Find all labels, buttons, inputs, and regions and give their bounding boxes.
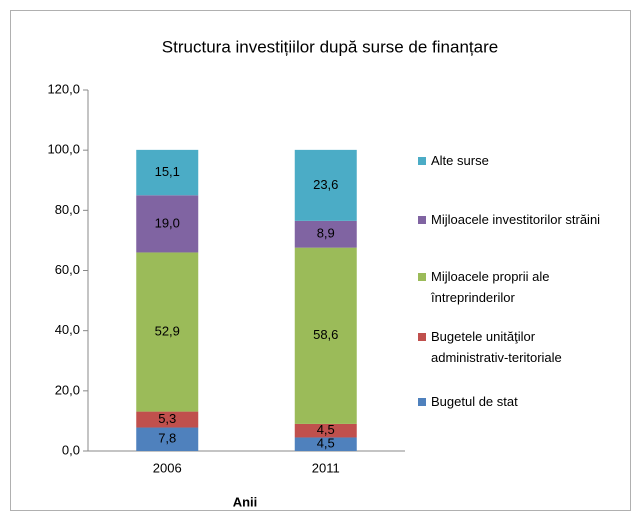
legend-label: Mijloacele investitorilor străini — [431, 212, 601, 227]
legend-label: Alte surse — [431, 153, 489, 168]
legend-swatch — [418, 398, 426, 406]
chart-title: Structura investițiilor după surse de fi… — [162, 37, 498, 56]
bar-segment — [136, 149, 199, 196]
value-label: 4,5 — [317, 422, 335, 437]
x-tick-label: 2006 — [153, 460, 182, 475]
y-tick-label: 120,0 — [47, 81, 80, 96]
bar-segment — [136, 252, 199, 412]
y-tick-label: 80,0 — [55, 202, 80, 217]
legend-item: Mijloacele investitorilor străini — [418, 209, 628, 230]
y-tick-label: 0,0 — [62, 442, 80, 457]
value-label: 7,8 — [158, 431, 176, 446]
legend-item: Bugetele unităţilor administrativ-terito… — [418, 326, 628, 368]
value-label: 15,1 — [155, 164, 180, 179]
x-tick-label: 2011 — [312, 460, 340, 475]
legend-item: Mijloacele proprii ale întreprinderilor — [418, 266, 628, 308]
value-label: 52,9 — [155, 323, 180, 338]
y-tick-label: 100,0 — [47, 142, 80, 157]
bar-segment — [294, 149, 357, 221]
bar-segment — [136, 195, 199, 253]
legend-label: Mijloacele proprii ale întreprinderilor — [431, 269, 550, 305]
legend-swatch — [418, 157, 426, 165]
value-label: 5,3 — [158, 411, 176, 426]
y-tick-label: 60,0 — [55, 262, 80, 277]
legend-swatch — [418, 273, 426, 281]
value-label: 23,6 — [313, 177, 338, 192]
legend-item: Alte surse — [418, 150, 628, 171]
legend-item: Bugetul de stat — [418, 391, 628, 412]
y-tick-label: 20,0 — [55, 382, 80, 397]
x-axis-label: Anii — [233, 494, 258, 509]
value-label: 58,6 — [313, 327, 338, 342]
value-label: 8,9 — [317, 226, 335, 241]
legend-swatch — [418, 333, 426, 341]
y-tick-label: 40,0 — [55, 322, 80, 337]
legend-label: Bugetul de stat — [431, 394, 518, 409]
bar-segment — [136, 427, 199, 451]
bar-segment — [294, 423, 357, 438]
bar-segment — [136, 411, 199, 428]
bar-segment — [294, 220, 357, 248]
legend-swatch — [418, 216, 426, 224]
bar-segment — [294, 247, 357, 424]
legend-label: Bugetele unităţilor administrativ-terito… — [431, 329, 562, 365]
value-label: 19,0 — [155, 215, 180, 230]
value-label: 4,5 — [317, 436, 335, 451]
bar-segment — [294, 437, 357, 451]
